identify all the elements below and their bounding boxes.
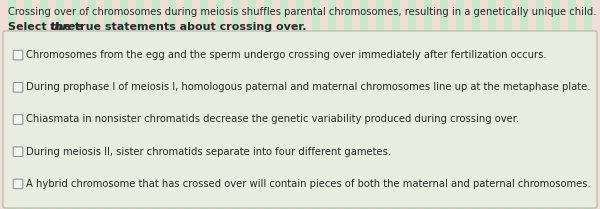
Text: true statements about crossing over.: true statements about crossing over. bbox=[71, 22, 306, 32]
FancyBboxPatch shape bbox=[13, 83, 23, 92]
FancyBboxPatch shape bbox=[13, 179, 23, 189]
Text: Crossing over of chromosomes during meiosis shuffles parental chromosomes, resul: Crossing over of chromosomes during meio… bbox=[8, 7, 596, 17]
FancyBboxPatch shape bbox=[13, 50, 23, 60]
FancyBboxPatch shape bbox=[13, 115, 23, 124]
Text: Select the: Select the bbox=[8, 22, 75, 32]
Text: A hybrid chromosome that has crossed over will contain pieces of both the matern: A hybrid chromosome that has crossed ove… bbox=[26, 179, 591, 189]
Text: During meiosis II, sister chromatids separate into four different gametes.: During meiosis II, sister chromatids sep… bbox=[26, 147, 391, 157]
FancyBboxPatch shape bbox=[3, 31, 597, 208]
Text: Chiasmata in nonsister chromatids decrease the genetic variability produced duri: Chiasmata in nonsister chromatids decrea… bbox=[26, 115, 519, 125]
FancyBboxPatch shape bbox=[13, 147, 23, 157]
Text: During prophase I of meiosis I, homologous paternal and maternal chromosomes lin: During prophase I of meiosis I, homologo… bbox=[26, 82, 590, 92]
Text: Chromosomes from the egg and the sperm undergo crossing over immediately after f: Chromosomes from the egg and the sperm u… bbox=[26, 50, 547, 60]
Text: three: three bbox=[50, 22, 83, 32]
